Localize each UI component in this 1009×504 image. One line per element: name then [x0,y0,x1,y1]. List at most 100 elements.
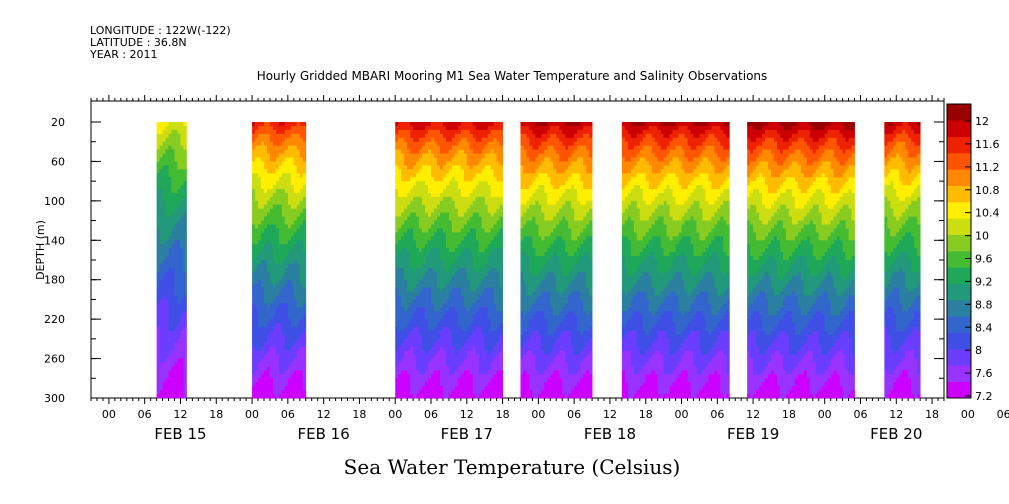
heatmap-cell [177,346,181,352]
heatmap-cell [463,122,468,127]
heatmap-cell [395,232,399,237]
heatmap-cell [410,295,414,300]
heatmap-cell [436,220,441,225]
heatmap-cell [460,394,465,399]
heatmap-cell [252,279,256,285]
heatmap-cell [180,173,184,178]
heatmap-cell [165,303,169,308]
heatmap-cell [433,386,438,391]
heatmap-cell [165,390,169,395]
heatmap-cell [266,228,271,233]
heatmap-cell [484,177,489,182]
heatmap-cell [428,212,432,218]
heatmap-cell [281,315,286,320]
heatmap-cell [487,307,492,312]
heatmap-cell [436,374,441,379]
heatmap-cell [425,129,429,135]
heatmap-cell [428,295,432,300]
heatmap-cell [299,185,304,190]
heatmap-cell [252,204,256,210]
heatmap-cell [481,224,486,229]
heatmap-cell [255,315,259,320]
heatmap-cell [299,323,304,328]
heatmap-cell [425,275,429,281]
heatmap-cell [535,133,539,139]
heatmap-cell [159,346,163,352]
heatmap-cell [484,330,489,336]
heatmap-cell [493,129,498,135]
heatmap-cell [168,196,172,202]
heatmap-cell [481,299,486,304]
heatmap-cell [433,315,438,320]
heatmap-cell [258,350,262,356]
heatmap-cell [496,181,500,186]
heatmap-cell [532,189,536,194]
heatmap-cell [484,169,489,174]
heatmap-cell [174,133,178,139]
heatmap-cell [290,169,295,174]
heatmap-cell [454,390,459,395]
heatmap-cell [156,224,160,229]
heatmap-cell [284,220,289,225]
heatmap-cell [398,220,402,225]
heatmap-cell [404,212,408,218]
heatmap-cell [296,145,301,150]
heatmap-cell [413,260,417,265]
heatmap-cell [484,181,489,186]
heatmap-cell [261,386,265,391]
heatmap-cell [484,358,489,363]
heatmap-cell [433,177,438,182]
heatmap-cell [448,346,453,352]
heatmap-cell [466,204,471,210]
heatmap-cell [398,307,402,312]
heatmap-cell [263,177,268,182]
heatmap-cell [168,228,172,233]
heatmap-cell [457,129,462,135]
heatmap-cell [156,192,160,198]
heatmap-cell [460,252,465,257]
heatmap-cell [266,208,271,214]
heatmap-cell [520,307,524,312]
heatmap-cell [466,177,471,182]
heatmap-cell [407,129,411,135]
heatmap-cell [293,192,298,198]
heatmap-cell [481,137,486,143]
heatmap-cell [526,165,530,170]
heatmap-cell [171,157,175,162]
heatmap-cell [532,181,536,186]
heatmap-cell [258,390,262,395]
heatmap-cell [269,236,274,241]
heatmap-cell [252,267,256,273]
heatmap-cell [442,192,447,198]
heatmap-cell [278,295,283,300]
heatmap-cell [296,299,301,304]
heatmap-cell [433,334,438,340]
heatmap-cell [499,330,503,336]
heatmap-cell [454,382,459,387]
heatmap-cell [404,291,408,296]
heatmap-cell [451,315,456,320]
heatmap-cell [261,244,265,249]
heatmap-cell [481,366,486,371]
heatmap-cell [478,141,483,147]
heatmap-cell [156,366,160,371]
heatmap-cell [496,122,500,127]
heatmap-cell [252,338,256,344]
heatmap-cell [252,319,256,324]
heatmap-cell [499,350,503,356]
heatmap-cell [293,319,298,324]
heatmap-cell [445,122,450,127]
heatmap-cell [401,189,405,194]
heatmap-cell [460,161,465,166]
heatmap-cell [162,212,166,218]
heatmap-cell [481,153,486,158]
heatmap-cell [529,382,533,387]
heatmap-cell [448,204,453,210]
heatmap-cell [439,141,444,147]
heatmap-cell [445,181,450,186]
heatmap-cell [475,192,480,198]
heatmap-cell [168,185,172,190]
heatmap-cell [258,157,262,162]
heatmap-cell [168,141,172,147]
heatmap-cell [278,228,283,233]
